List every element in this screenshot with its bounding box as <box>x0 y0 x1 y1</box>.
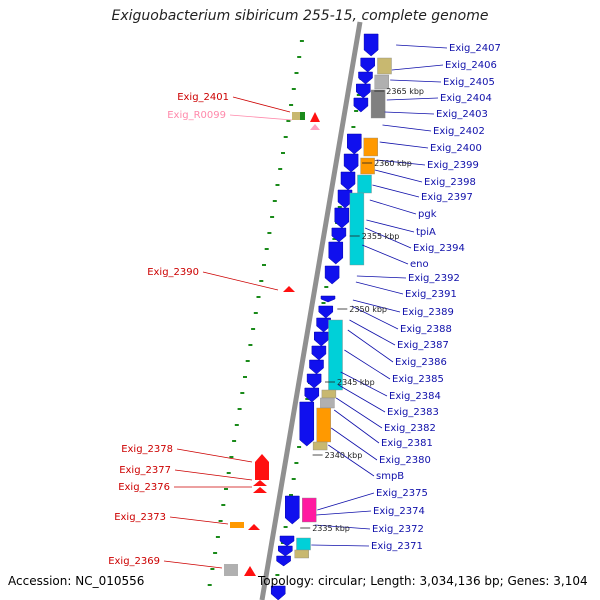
gene-label: Exig_2387 <box>397 340 449 351</box>
gene-label: tpiA <box>416 227 436 238</box>
right-labels: Exig_2407 Exig_2406 Exig_2405 Exig_2404 Exig… <box>371 43 501 552</box>
gene-label: Exig_2402 <box>433 126 485 137</box>
gene-label: Exig_2369 <box>108 556 160 567</box>
gene-label: Exig_2383 <box>387 407 439 418</box>
left-labels: Exig_2401 Exig_R0099 Exig_2390 Exig_2378 Exi… <box>108 92 229 567</box>
kbp-tick-label: 2365 kbp <box>386 87 424 96</box>
gene-label: Exig_2403 <box>436 109 488 120</box>
gene-label: Exig_2376 <box>118 482 170 493</box>
gene-label: Exig_2374 <box>373 506 425 517</box>
kbp-tick-label: 2360 kbp <box>374 159 412 168</box>
gene-label: Exig_2398 <box>424 177 476 188</box>
gene-label: Exig_2377 <box>119 465 171 476</box>
gene-features <box>224 33 392 600</box>
gene-label: Exig_2375 <box>376 488 428 499</box>
gene-label: Exig_2406 <box>445 60 497 71</box>
gene-label: Exig_2399 <box>427 160 479 171</box>
kbp-tick-label: 2345 kbp <box>337 378 375 387</box>
gene-label: Exig_2381 <box>381 438 433 449</box>
gene-label: eno <box>410 259 429 270</box>
map-title: Exiguobacterium sibiricum 255-15, comple… <box>111 8 489 24</box>
gene-label: Exig_2382 <box>384 423 436 434</box>
gene-label: Exig_2390 <box>147 267 199 278</box>
gene-label: Exig_2386 <box>395 357 447 368</box>
gene-label: Exig_2401 <box>177 92 229 103</box>
gene-label: Exig_2397 <box>421 192 473 203</box>
gene-label: Exig_2378 <box>121 444 173 455</box>
gene-label: Exig_2405 <box>443 77 495 88</box>
kbp-tick-label: 2350 kbp <box>349 305 387 314</box>
label-leaders <box>163 44 448 569</box>
gene-label: Exig_2400 <box>430 143 482 154</box>
backbone-line <box>259 21 363 600</box>
kbp-ticks: 2365 kbp 2360 kbp 2355 kbp 2350 kbp 2345 kbp… <box>300 87 424 533</box>
kbp-tick-label: 2340 kbp <box>325 451 363 460</box>
kbp-tick-label: 2355 kbp <box>362 232 400 241</box>
gene-label: Exig_2404 <box>440 93 492 104</box>
genome-summary: Topology: circular; Length: 3,034,136 bp… <box>258 574 588 588</box>
gene-label: Exig_2384 <box>389 391 441 402</box>
gene-label: Exig_2372 <box>372 524 424 535</box>
gene-label: pgk <box>418 209 437 220</box>
accession-label: Accession: NC_010556 <box>8 574 145 588</box>
gene-label: Exig_2391 <box>405 289 457 300</box>
gene-label: Exig_2371 <box>371 541 423 552</box>
gene-label: Exig_2388 <box>400 324 452 335</box>
gene-label: Exig_2394 <box>413 243 465 254</box>
gene-label: Exig_2373 <box>114 512 166 523</box>
gene-label: Exig_2407 <box>449 43 501 54</box>
gene-label: Exig_R0099 <box>167 110 226 121</box>
gene-label: Exig_2380 <box>379 455 431 466</box>
kbp-tick-label: 2335 kbp <box>312 524 350 533</box>
gene-label: Exig_2392 <box>408 273 460 284</box>
gene-label: Exig_2389 <box>402 307 454 318</box>
gene-label: smpB <box>376 471 404 482</box>
gene-label: Exig_2385 <box>392 374 444 385</box>
